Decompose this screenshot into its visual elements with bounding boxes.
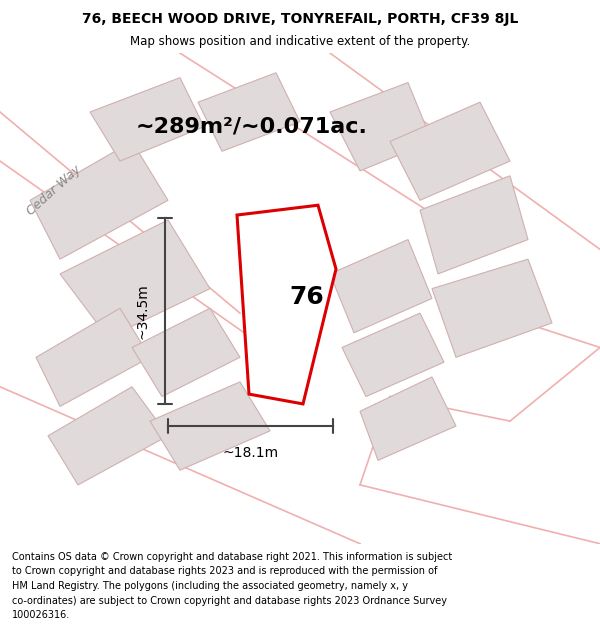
Polygon shape (60, 220, 210, 338)
Polygon shape (360, 377, 456, 461)
Polygon shape (198, 72, 300, 151)
Text: 100026316.: 100026316. (12, 611, 70, 621)
Polygon shape (390, 102, 510, 200)
Polygon shape (420, 176, 528, 274)
Polygon shape (432, 259, 552, 358)
Polygon shape (36, 308, 150, 406)
Polygon shape (48, 387, 168, 485)
Text: Map shows position and indicative extent of the property.: Map shows position and indicative extent… (130, 34, 470, 48)
Text: Cedar Way: Cedar Way (25, 163, 83, 218)
Text: ~18.1m: ~18.1m (223, 446, 278, 459)
Text: ~289m²/~0.071ac.: ~289m²/~0.071ac. (136, 117, 368, 137)
Polygon shape (330, 239, 432, 332)
Polygon shape (132, 308, 240, 396)
Text: to Crown copyright and database rights 2023 and is reproduced with the permissio: to Crown copyright and database rights 2… (12, 566, 437, 576)
Polygon shape (90, 78, 204, 161)
Polygon shape (342, 313, 444, 396)
Polygon shape (150, 382, 270, 470)
Polygon shape (330, 82, 432, 171)
Polygon shape (30, 141, 168, 259)
Text: Contains OS data © Crown copyright and database right 2021. This information is : Contains OS data © Crown copyright and d… (12, 552, 452, 562)
Text: co-ordinates) are subject to Crown copyright and database rights 2023 Ordnance S: co-ordinates) are subject to Crown copyr… (12, 596, 447, 606)
Text: 76: 76 (289, 286, 324, 309)
Polygon shape (237, 205, 336, 404)
Text: 76, BEECH WOOD DRIVE, TONYREFAIL, PORTH, CF39 8JL: 76, BEECH WOOD DRIVE, TONYREFAIL, PORTH,… (82, 12, 518, 26)
Text: HM Land Registry. The polygons (including the associated geometry, namely x, y: HM Land Registry. The polygons (includin… (12, 581, 408, 591)
Text: ~34.5m: ~34.5m (136, 283, 150, 339)
